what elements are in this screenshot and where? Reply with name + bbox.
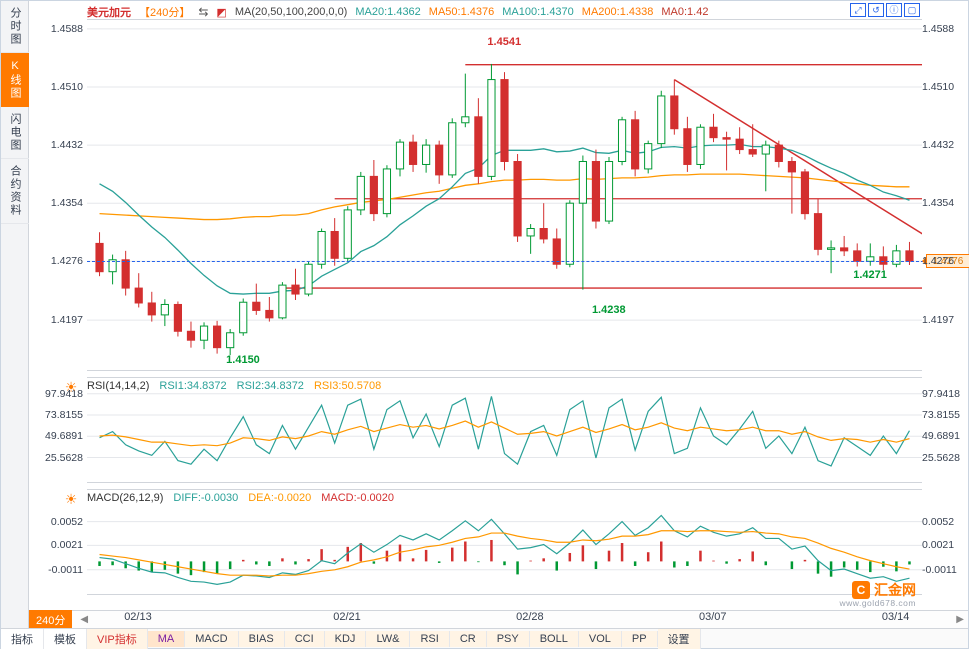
indicator-tab-MA[interactable]: MA [148,631,186,647]
swap-icon[interactable]: ⇆ [198,5,208,19]
macd-pane[interactable]: MACD(26,12,9)DIFF:-0.0030DEA:-0.0020MACD… [87,489,922,595]
indicator-tab-CR[interactable]: CR [450,631,487,647]
indicator-tab-LW&[interactable]: LW& [366,631,410,647]
price-pane[interactable]: 1.4276 1.45881.45881.45101.45101.44321.4… [87,19,922,371]
price-annotation: 1.4150 [226,354,260,366]
logo-url: www.gold678.com [840,598,916,608]
timeframe-bar: 240分 ◀ 02/13 02/21 02/28 03/07 03/14 ▶ [29,610,968,628]
left-tab-2[interactable]: 闪电图 [1,107,29,159]
logo-text: 汇金网 [874,580,916,600]
ma-config-label: MA(20,50,100,200,0,0) [235,6,348,18]
price-annotation: 1.4541 [487,36,521,48]
indicator-tab-bar: 指标模板VIP指标MAMACDBIASCCIKDJLW&RSICRPSYBOLL… [1,628,968,648]
price-ytick: 1.4588 [33,23,83,35]
indicator-tab-RSI[interactable]: RSI [410,631,449,647]
price-ytick: 1.4276 [922,255,969,267]
x-tick-label: 02/13 [124,611,152,623]
ma-indicator-icon[interactable]: ◩ [216,6,226,19]
indicator-tab-VOL[interactable]: VOL [579,631,622,647]
chart-tools: ⤢↺ⓘ▢ [850,3,920,17]
left-tab-0[interactable]: 分时图 [1,1,29,53]
rsi-title: RSI(14,14,2)RSI1:34.8372RSI2:34.8372RSI3… [87,380,381,392]
indicator-tab-KDJ[interactable]: KDJ [325,631,367,647]
left-tab-1[interactable]: K线图 [1,53,29,107]
price-ytick: 1.4354 [33,197,83,209]
current-price-line [87,261,924,262]
x-tick-label: 02/21 [333,611,361,623]
left-tab-3[interactable]: 合约资料 [1,159,29,224]
logo-icon: C [852,581,870,599]
indicator-tab-CCI[interactable]: CCI [285,631,325,647]
price-ytick: 1.4510 [33,81,83,93]
rsi-pane[interactable]: RSI(14,14,2)RSI1:34.8372RSI2:34.8372RSI3… [87,377,922,483]
indicator-tab-指标[interactable]: 指标 [1,629,44,649]
indicator-tab-模板[interactable]: 模板 [44,629,87,649]
price-ytick: 1.4510 [922,81,969,93]
indicator-tab-PP[interactable]: PP [622,631,658,647]
watermark-logo: C 汇金网 www.gold678.com [852,580,916,600]
ticker-name: 美元加元 [87,4,131,20]
scroll-left-icon[interactable]: ◀ [76,614,92,625]
x-tick-label: 03/07 [699,611,727,623]
price-annotation: 1.4238 [592,304,626,316]
price-ytick: 1.4276 [33,255,83,267]
macd-title: MACD(26,12,9)DIFF:-0.0030DEA:-0.0020MACD… [87,492,394,504]
chart-tool-0[interactable]: ⤢ [850,3,866,17]
macd-settings-icon[interactable]: ☀ [63,379,79,395]
indicator-tab-VIP指标[interactable]: VIP指标 [87,629,148,649]
x-tick-label: 02/28 [516,611,544,623]
price-ytick: 1.4197 [33,314,83,326]
rsi-settings-icon[interactable]: ☀ [63,491,79,507]
x-tick-label: 03/14 [882,611,910,623]
price-ytick: 1.4432 [922,139,969,151]
indicator-tab-BIAS[interactable]: BIAS [239,631,285,647]
price-ytick: 1.4432 [33,139,83,151]
price-ytick: 1.4197 [922,314,969,326]
date-axis: 02/13 02/21 02/28 03/07 03/14 [92,611,952,628]
scroll-right-icon[interactable]: ▶ [952,614,968,625]
chart-tool-1[interactable]: ↺ [868,3,884,17]
indicator-tab-MACD[interactable]: MACD [185,631,238,647]
chart-tool-3[interactable]: ▢ [904,3,920,17]
left-tab-bar: 分时图K线图闪电图合约资料 [1,1,29,648]
chart-tool-2[interactable]: ⓘ [886,3,902,17]
price-ytick: 1.4354 [922,197,969,209]
timeframe-badge[interactable]: 240分 [29,610,72,630]
indicator-tab-设置[interactable]: 设置 [658,629,701,649]
ma-values: MA20:1.4362MA50:1.4376MA100:1.4370MA200:… [355,6,716,18]
indicator-tab-PSY[interactable]: PSY [487,631,530,647]
timeframe-label: 【240分】 [139,4,190,20]
price-annotation: 1.4271 [853,269,887,281]
price-ytick: 1.4588 [922,23,969,35]
indicator-tab-BOLL[interactable]: BOLL [530,631,579,647]
